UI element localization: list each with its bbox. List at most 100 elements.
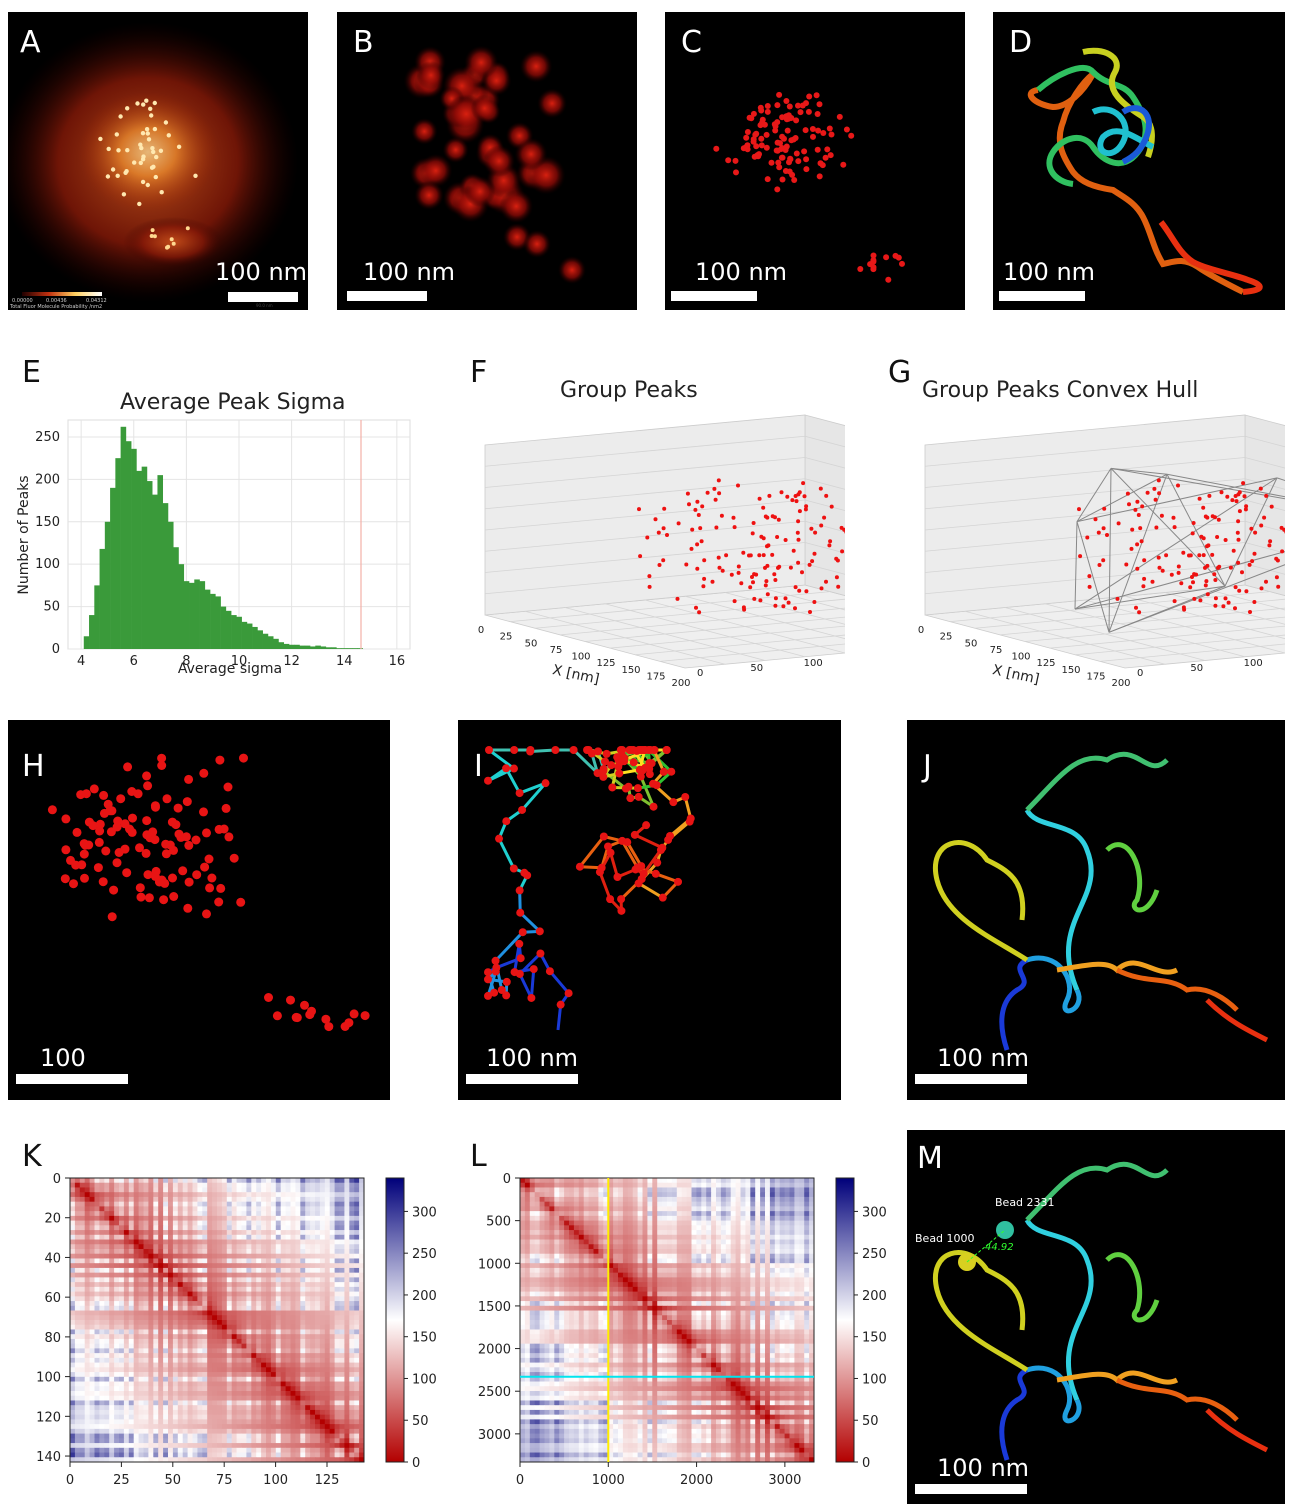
heatmap-cell [266,1452,272,1458]
peak-sphere [764,176,771,183]
heatmap-cell [187,1438,193,1444]
heatmap-cell [168,1282,174,1288]
heatmap-cell [231,1305,237,1311]
heatmap-cell [349,1301,355,1307]
heatmap-cell [226,1452,233,1458]
chart-3d-point [1138,526,1143,531]
chart-3d-point [693,507,698,512]
chart-3d-point [661,526,666,531]
heatmap-cell [593,1182,599,1188]
heatmap-cell [133,1234,139,1240]
chart-3d-point [702,576,707,581]
heatmap-cell [138,1320,144,1326]
heatmap-cell [256,1178,262,1184]
heatmap-cell [310,1324,316,1330]
heatmap-cell [270,1324,277,1330]
heatmap-cell [138,1362,144,1368]
heatmap-cell [158,1348,164,1354]
heatmap-cell [270,1334,277,1340]
heatmap-cell [128,1338,135,1345]
heatmap-cell [109,1386,115,1392]
heatmap-cell [99,1211,105,1217]
bond [488,748,515,770]
heatmap-cell [329,1376,335,1382]
heatmap-cell [285,1267,291,1274]
heatmap-cell [319,1381,326,1387]
heatmap-cell [261,1220,267,1226]
heatmap-cell [89,1305,95,1311]
peak-sphere [107,912,117,922]
heatmap-cell [295,1357,301,1363]
heatmap-cell [128,1291,135,1297]
heatmap-cell [236,1428,242,1434]
chart-e-bar [225,610,232,649]
heatmap-cell [172,1244,179,1250]
heatmap-cell [315,1395,321,1401]
heatmap-cell [207,1367,213,1373]
heatmap-cell [217,1424,223,1430]
heatmap-cell [329,1348,335,1354]
chart-3d-point [764,579,769,584]
chart-3d-xtick: 150 [1061,665,1080,676]
heatmap-cell [354,1230,360,1236]
heatmap-cell [324,1329,331,1335]
bond [637,882,664,899]
heatmap-cell [123,1258,130,1264]
heatmap-cell [153,1272,159,1278]
heatmap-cell [256,1438,262,1444]
heatmap-cell [114,1433,120,1439]
heatmap-cell [290,1239,296,1245]
heatmap-cell [241,1438,247,1444]
chart-3d-gridline [724,592,845,625]
heatmap-cell [221,1267,228,1274]
heatmap-cell [295,1428,301,1434]
heatmap-cell [138,1386,144,1392]
heatmap-cell [236,1457,242,1463]
heatmap-cell [305,1391,311,1397]
heatmap-cell [236,1400,242,1406]
heatmap-cell [172,1381,179,1387]
heatmap-cell [226,1381,233,1387]
heatmap-cell [344,1433,350,1439]
heatmap-cell [236,1282,242,1288]
heatmap-cell [246,1263,252,1269]
chromatin-tube-segment [1026,955,1082,1014]
heatmap-cell [119,1286,125,1292]
peak-sphere [184,774,194,784]
heatmap-cell [84,1225,90,1231]
chart-3d-point [773,578,778,582]
peak-sphere [495,834,504,843]
heatmap-cell [119,1362,125,1368]
heatmap-cell [207,1419,213,1425]
heatmap-cell [94,1376,100,1382]
heatmap-cell [794,1178,800,1184]
heatmap-cell [84,1343,90,1349]
chart-3d-xtick: 200 [1111,678,1130,689]
heatmap-cell [104,1282,110,1288]
peak-sphere [809,126,816,132]
hull-edge [1076,521,1110,633]
heatmap-cell [217,1452,223,1458]
heatmap-cell [212,1301,218,1307]
heatmap-cell [261,1301,267,1307]
peak-sphere [109,885,119,895]
heatmap-cell [246,1367,252,1373]
heatmap-cell [285,1263,291,1269]
heatmap-cell [295,1244,301,1250]
heatmap-cell [285,1447,291,1453]
heatmap-cell [344,1296,350,1302]
heatmap-cell [280,1457,286,1463]
heatmap-cell [158,1215,164,1221]
peak-sphere [599,772,608,781]
heatmap-cell [153,1310,159,1316]
heatmap-cell [315,1362,321,1368]
heatmap-cell [329,1282,335,1288]
heatmap-cell [123,1301,130,1307]
heatmap-cell [123,1253,130,1259]
heatmap-cell [226,1220,233,1226]
chart-3d-point [1274,556,1279,561]
heatmap-cell [133,1386,139,1392]
peak-sphere [828,131,835,138]
chart-3d-point [836,584,841,589]
heatmap-cell [334,1206,340,1212]
